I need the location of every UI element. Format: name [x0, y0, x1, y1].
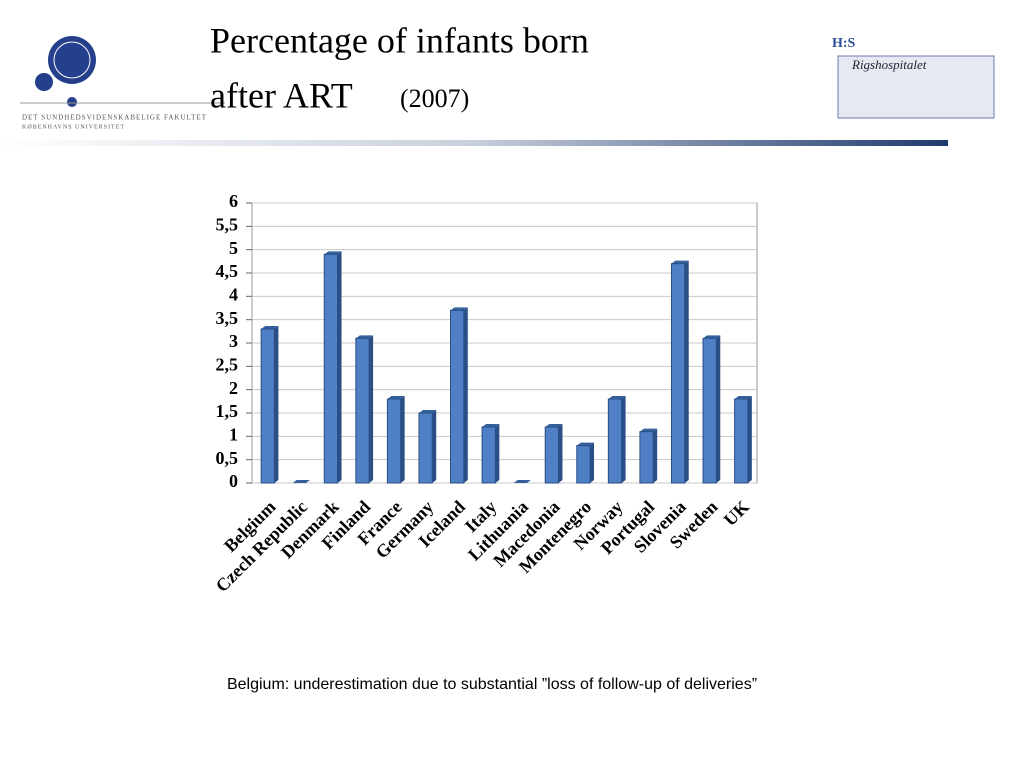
bar-top: [608, 396, 626, 399]
bar-top: [261, 326, 279, 329]
bar-side: [621, 396, 626, 483]
bar-top: [513, 480, 531, 483]
bar-top: [671, 260, 689, 264]
bar: [323, 253, 339, 484]
title-line2: after ART: [210, 75, 353, 115]
bar-side: [590, 442, 595, 483]
bar: [450, 309, 465, 484]
right-logo: H:S Rigshospitalet: [832, 36, 995, 119]
bar-top: [576, 442, 595, 446]
header-rule: [0, 140, 948, 146]
bar-side: [432, 410, 437, 483]
bar-side: [337, 251, 342, 483]
bar-top: [355, 335, 374, 339]
bar: [386, 398, 402, 484]
bar-top: [292, 480, 310, 483]
bar: [418, 412, 433, 484]
bar-side: [495, 424, 500, 483]
y-tick-label: 6: [229, 191, 238, 211]
bar: [607, 398, 623, 484]
y-tick-label: 1,5: [216, 401, 239, 421]
x-tick-label: UK: [720, 497, 753, 530]
y-tick-label: 5: [229, 238, 238, 258]
y-tick-label: 4: [229, 284, 238, 304]
bar: [670, 263, 686, 484]
y-tick-label: 1: [229, 424, 238, 444]
y-tick-label: 5,5: [216, 214, 239, 234]
y-tick-label: 4,5: [216, 261, 239, 281]
left-logo: DET SUNDHEDSVIDENSKABELIGE FAKULTET KØBE…: [20, 36, 225, 130]
bar: [702, 337, 717, 484]
bar: [260, 328, 275, 484]
logo-text: DET SUNDHEDSVIDENSKABELIGE FAKULTET: [22, 114, 207, 122]
bar-top: [703, 335, 721, 339]
bar: [481, 426, 496, 484]
bar-side: [463, 307, 468, 483]
bar-top: [387, 396, 405, 399]
bar-top: [324, 251, 342, 255]
bar: [734, 398, 749, 484]
y-tick-label: 2: [229, 378, 238, 398]
y-tick-label: 2,5: [216, 354, 239, 374]
bar: [355, 337, 370, 484]
bar-side: [369, 335, 374, 483]
logo-mark: H:S: [832, 36, 856, 51]
bar-side: [400, 396, 405, 483]
bar-top: [450, 307, 468, 311]
bar-top: [482, 424, 500, 427]
bar-side: [558, 424, 563, 483]
y-tick-label: 3,5: [216, 308, 239, 328]
y-tick-label: 3: [229, 331, 238, 351]
bar-side: [747, 396, 752, 483]
bar: [544, 426, 559, 484]
logo-name: Rigshospitalet: [851, 57, 927, 72]
bar-top: [418, 410, 437, 413]
y-tick-label: 0: [229, 471, 238, 491]
bar-side: [716, 335, 721, 483]
y-tick-label: 0,5: [216, 448, 239, 468]
bar-side: [274, 326, 279, 483]
bar-side: [684, 260, 689, 483]
bar: [576, 445, 591, 484]
logo-text: KØBENHAVNS UNIVERSITET: [22, 124, 125, 130]
bar-top: [545, 424, 563, 427]
bar: [639, 431, 654, 484]
bar-side: [653, 428, 658, 483]
subtitle: (2007): [400, 84, 469, 113]
bar-top: [639, 428, 658, 432]
bar-top: [734, 396, 752, 399]
title: Percentage of infants born: [210, 20, 589, 60]
footnote: Belgium: underestimation due to substant…: [227, 676, 757, 693]
